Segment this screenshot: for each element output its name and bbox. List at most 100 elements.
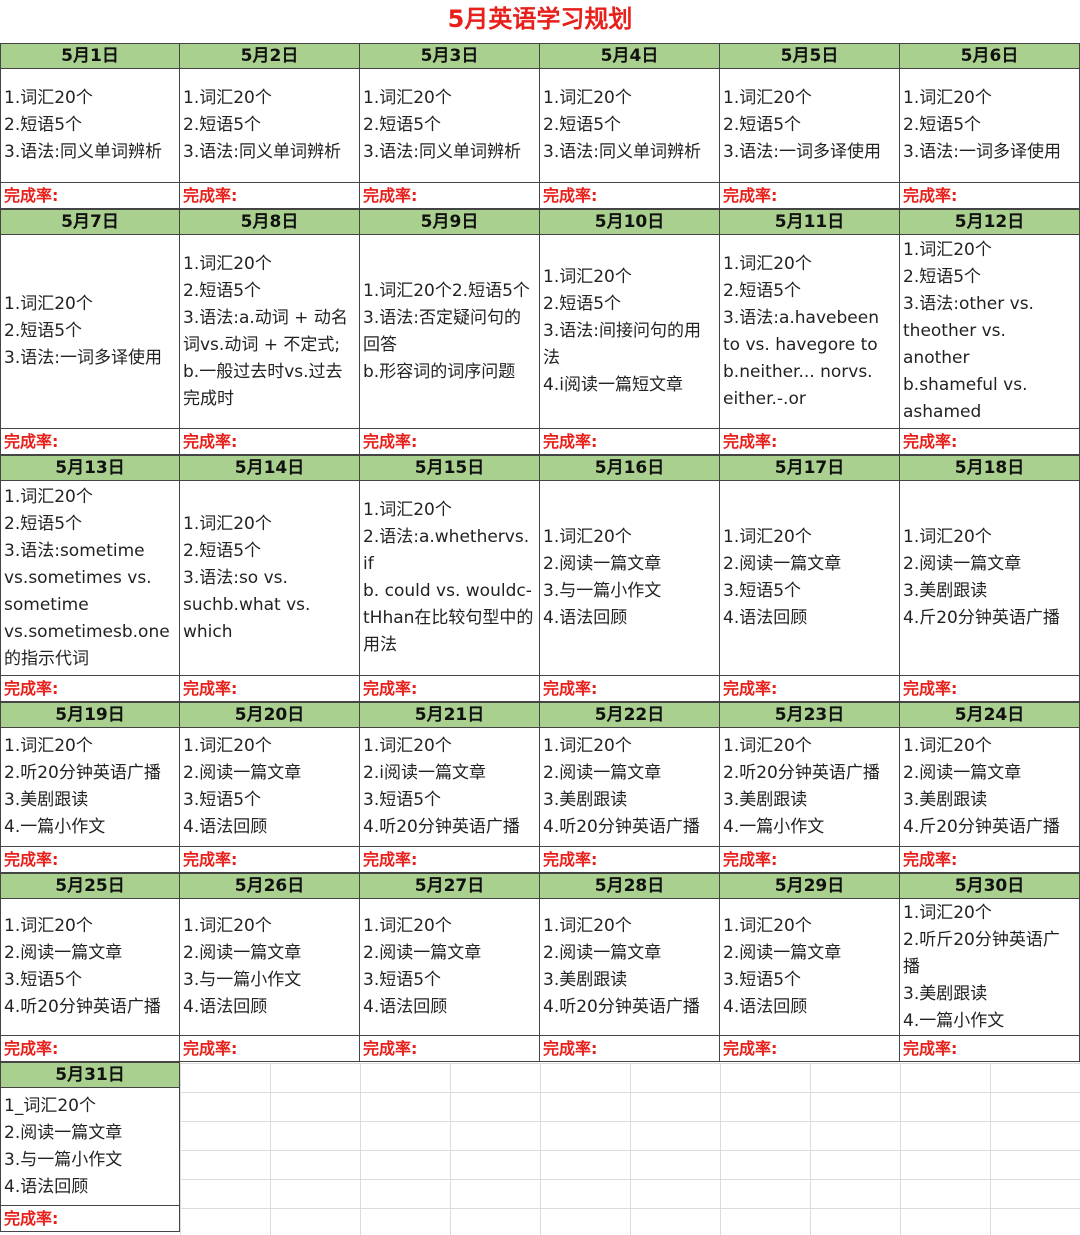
task-item: 2.阅读一篇文章 (903, 554, 1022, 574)
completion-rate: 完成率: (180, 847, 360, 873)
task-item: 3.美剧跟读 (903, 790, 988, 810)
task-item: 1.词汇20个 (363, 916, 452, 936)
date-header: 5月28日 (540, 873, 720, 899)
task-item: 3.与一篇小作文 (4, 1149, 123, 1170)
task-item: 4.一篇小作文 (4, 817, 106, 837)
task-item: 4.语法回顾 (723, 608, 808, 628)
task-item: 1.词汇20个 (903, 88, 992, 108)
task-item: 2.短语5个 (183, 280, 262, 301)
task-item: 2.短语5个 (4, 115, 83, 135)
task-item: 3.语法:同义单词辨析 (543, 142, 701, 162)
task-item: 3.短语5个 (723, 970, 802, 990)
task-item: 2.短语5个 (4, 321, 83, 341)
task-cell: 1_词汇20个 2.阅读一篇文章 3.与一篇小作文 4.语法回顾 (0, 1088, 180, 1206)
completion-rate: 完成率: (720, 183, 900, 209)
task-item: 2.阅读一篇文章 (723, 943, 842, 963)
task-item: 4.听20分钟英语广播 (363, 817, 520, 837)
task-item: 4.语法回顾 (4, 1176, 89, 1197)
task-cell: 1.词汇20个 2.i阅读一篇文章 3.短语5个 4.听20分钟英语广播 (360, 728, 540, 847)
task-cell: 1.词汇20个 2.阅读一篇文章 3.短语5个 4.语法回顾 (360, 899, 540, 1036)
task-item: 1.词汇20个 (723, 88, 812, 108)
task-item: 2.短语5个 (903, 115, 982, 135)
task-item: 1.词汇20个 (363, 500, 452, 520)
date-header: 5月24日 (900, 702, 1080, 728)
date-header: 5月29日 (720, 873, 900, 899)
date-header: 5月1日 (0, 43, 180, 69)
task-item: 1.词汇20个2.短语5个 (363, 280, 530, 301)
completion-rate: 完成率: (900, 676, 1080, 702)
task-item: 3.与一篇小作文 (543, 581, 662, 601)
date-header: 5月20日 (180, 702, 360, 728)
task-item: 2.阅读一篇文章 (183, 763, 302, 783)
task-item: 4.i阅读一篇短文章 (543, 375, 683, 395)
task-item: b.一般过去时vs.过去完成时 (183, 361, 343, 409)
task-item: 1.词汇20个 (4, 294, 93, 314)
task-item: 2.短语5个 (543, 115, 622, 135)
completion-rate: 完成率: (180, 676, 360, 702)
task-item: 4.听20分钟英语广播 (543, 817, 700, 837)
completion-rate: 完成率: (720, 847, 900, 873)
task-cell: 1.词汇20个 2.短语5个 3.语法:同义单词辨析 (0, 69, 180, 183)
task-item: 1.词汇20个 (363, 736, 452, 756)
task-item: 2.短语5个 (183, 115, 262, 135)
task-item: 2.短语5个 (723, 280, 802, 301)
completion-rate: 完成率: (0, 183, 180, 209)
task-cell: 1.词汇20个 2.短语5个 3.语法:同义单词辨析 (180, 69, 360, 183)
title: 5月英语学习规划 (447, 5, 633, 33)
task-item: 3.语法:other vs. theother vs. another (903, 294, 1034, 368)
date-header: 5月18日 (900, 455, 1080, 481)
date-header: 5月5日 (720, 43, 900, 69)
task-cell: 1.词汇20个 2.阅读一篇文章 3.短语5个 4.语法回顾 (180, 728, 360, 847)
date-header: 5月8日 (180, 209, 360, 235)
completion-rate: 完成率: (720, 676, 900, 702)
completion-rate: 完成率: (540, 429, 720, 455)
completion-rate: 完成率: (180, 429, 360, 455)
task-item: 1.词汇20个 (183, 736, 272, 756)
task-item: 3.短语5个 (363, 790, 442, 810)
task-item: b.shameful vs. ashamed (903, 375, 1028, 422)
task-item: 1.词汇20个 (903, 240, 992, 260)
task-cell: 1.词汇20个 2.短语5个 3.语法:一词多译使用 (0, 235, 180, 429)
completion-rate: 完成率: (900, 1036, 1080, 1062)
task-item: 2.阅读一篇文章 (183, 943, 302, 963)
task-cell: 1.词汇20个 2.短语5个 3.语法:一词多译使用 (900, 69, 1080, 183)
task-item: 4.语法回顾 (183, 817, 268, 837)
task-item: 4.一篇小作文 (903, 1010, 1005, 1031)
task-item: 1.词汇20个 (183, 916, 272, 936)
date-header: 5月31日 (0, 1062, 180, 1088)
task-cell: 1.词汇20个 2.短语5个 3.语法:a.动词 + 动名词vs.动词 + 不定式;… (180, 235, 360, 429)
task-item: 2.短语5个 (903, 267, 982, 287)
task-item: 2.阅读一篇文章 (543, 943, 662, 963)
task-item: 3.语法:同义单词辨析 (183, 142, 341, 162)
task-item: 2.阅读一篇文章 (4, 1122, 123, 1143)
task-item: 3.语法:so vs. suchb.what vs. which (183, 567, 311, 642)
completion-rate: 完成率: (900, 847, 1080, 873)
task-item: 1.词汇20个 (183, 253, 272, 274)
task-item: 1.词汇20个 (4, 486, 93, 507)
task-cell: 1.词汇20个 2.语法:a.whethervs. if b. could vs. … (360, 481, 540, 676)
task-cell: 1.词汇20个 2.阅读一篇文章 3.短语5个 4.语法回顾 (720, 899, 900, 1036)
completion-rate: 完成率: (180, 1036, 360, 1062)
task-item: 2.阅读一篇文章 (363, 943, 482, 963)
task-item: 4.听20分钟英语广播 (4, 997, 161, 1017)
task-cell: 1.词汇20个 2.听斤20分钟英语广播 3.美剧跟读 4.一篇小作文 (900, 899, 1080, 1036)
task-item: 1.词汇20个 (543, 527, 632, 547)
date-header: 5月14日 (180, 455, 360, 481)
date-header: 5月23日 (720, 702, 900, 728)
date-header: 5月22日 (540, 702, 720, 728)
date-header: 5月11日 (720, 209, 900, 235)
task-item: 2.短语5个 (363, 115, 442, 135)
task-cell: 1.词汇20个 2.阅读一篇文章 3.美剧跟读 4.听20分钟英语广播 (540, 899, 720, 1036)
completion-rate: 完成率: (900, 429, 1080, 455)
task-item: 3.语法:一词多译使用 (903, 142, 1061, 162)
task-cell: 1.词汇20个 2.阅读一篇文章 3.与一篇小作文 4.语法回顾 (180, 899, 360, 1036)
task-item: 3.语法:同义单词辨析 (4, 142, 162, 162)
task-cell: 1.词汇20个2.短语5个 3.语法:否定疑问句的回答 b.形容词的词序问题 (360, 235, 540, 429)
task-item: 2.阅读一篇文章 (723, 554, 842, 574)
task-item: 4.语法回顾 (363, 997, 448, 1017)
task-item: 1.词汇20个 (903, 527, 992, 547)
date-header: 5月9日 (360, 209, 540, 235)
task-item: 1.词汇20个 (4, 916, 93, 936)
task-item: b.形容词的词序问题 (363, 361, 516, 382)
task-cell: 1.词汇20个 2.阅读一篇文章 3.与一篇小作文 4.语法回顾 (540, 481, 720, 676)
